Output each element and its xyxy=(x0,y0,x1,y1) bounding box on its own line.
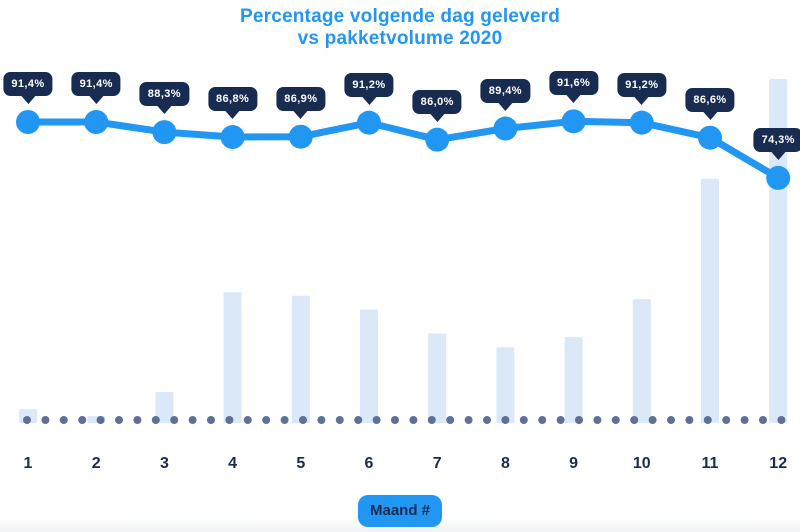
baseline-dot xyxy=(648,416,657,424)
data-label-tooltip: 91,2% xyxy=(617,72,667,97)
baseline-dot xyxy=(207,416,215,424)
line-point xyxy=(493,116,518,141)
baseline-dot xyxy=(391,416,399,424)
x-tick-label: 9 xyxy=(569,455,579,472)
baseline-dot xyxy=(170,416,179,424)
baseline-dot xyxy=(299,416,307,424)
baseline-dot xyxy=(538,416,547,424)
baseline-dot xyxy=(262,416,271,424)
x-tick-label: 12 xyxy=(769,455,788,472)
baseline-dot xyxy=(243,416,252,424)
x-tick-label: 3 xyxy=(159,455,169,472)
data-label-tooltip: 91,2% xyxy=(344,72,394,97)
baseline-dot xyxy=(335,416,344,424)
baseline-dot xyxy=(777,416,786,424)
volume-bar xyxy=(496,347,515,423)
x-tick-label: 2 xyxy=(91,455,101,472)
x-axis-label-badge: Maand # xyxy=(357,495,443,527)
baseline-dot xyxy=(519,416,528,424)
data-label-tooltip: 91,6% xyxy=(548,71,599,96)
percentage-line xyxy=(24,117,782,182)
chart-title: Percentage volgende dag geleverd vs pakk… xyxy=(0,6,800,51)
baseline-dot xyxy=(611,416,620,424)
volume-bar xyxy=(701,178,719,423)
line-point xyxy=(561,109,586,134)
volume-bar xyxy=(360,309,378,423)
baseline-dot xyxy=(354,416,363,424)
x-tick-label: 7 xyxy=(432,455,442,472)
baseline-dot xyxy=(427,416,436,424)
line-point xyxy=(629,110,654,135)
line-point xyxy=(152,120,177,145)
volume-bar xyxy=(291,295,310,423)
volume-bar xyxy=(632,299,651,423)
baseline-dot xyxy=(667,416,675,424)
line-point xyxy=(288,124,313,149)
data-label-tooltip: 91,4% xyxy=(3,72,53,96)
volume-bar xyxy=(155,392,174,423)
data-label-tooltip: 88,3% xyxy=(139,82,189,107)
baseline-dot xyxy=(23,416,31,424)
data-label-tooltip: 89,4% xyxy=(480,78,530,103)
x-tick-label: 5 xyxy=(296,455,306,472)
baseline-dot xyxy=(96,416,105,424)
line-point xyxy=(357,110,381,135)
data-label-tooltip: 86,6% xyxy=(685,87,735,112)
baseline-dot xyxy=(41,416,50,424)
baseline-dot xyxy=(759,416,767,424)
volume-bar xyxy=(769,79,788,423)
baseline-dot xyxy=(556,416,565,424)
baseline-dot xyxy=(317,416,326,424)
data-label-tooltip: 74,3% xyxy=(753,127,800,152)
baseline-dot xyxy=(59,416,68,424)
volume-bar xyxy=(428,333,447,423)
x-tick-label: 8 xyxy=(500,455,510,472)
baseline-dot xyxy=(722,416,731,424)
line-point xyxy=(425,127,450,152)
baseline-dot xyxy=(483,416,491,424)
baseline-dot xyxy=(188,416,197,424)
baseline-dot xyxy=(225,416,234,424)
line-point xyxy=(220,125,245,150)
volume-bar xyxy=(223,292,242,423)
baseline-dot xyxy=(78,416,87,424)
chart-title-line1: Percentage volgende dag geleverd xyxy=(239,6,560,27)
baseline-dot xyxy=(409,416,418,424)
baseline-dot xyxy=(133,416,142,424)
x-tick-label: 11 xyxy=(701,455,719,472)
baseline-dot xyxy=(703,416,712,424)
x-tick-label: 4 xyxy=(228,455,238,472)
x-tick-label: 1 xyxy=(23,455,33,472)
baseline-dot xyxy=(575,416,583,424)
chart-title-line2: vs pakketvolume 2020 xyxy=(297,28,503,50)
data-label-tooltip: 91,4% xyxy=(71,72,121,96)
data-label-tooltip: 86,9% xyxy=(276,86,326,111)
baseline-dot xyxy=(115,416,123,424)
x-tick-label: 10 xyxy=(632,455,651,472)
line-point xyxy=(698,125,722,150)
x-tick-label: 6 xyxy=(364,455,374,472)
baseline-dot xyxy=(372,416,381,424)
baseline-dot xyxy=(280,416,289,424)
line-point xyxy=(84,110,109,134)
baseline-dot xyxy=(685,416,694,424)
line-point xyxy=(766,165,791,190)
line-point xyxy=(16,110,40,134)
baseline-dot xyxy=(740,416,749,424)
baseline-dot xyxy=(501,416,510,424)
data-label-tooltip: 86,8% xyxy=(207,87,258,112)
baseline-dot xyxy=(151,416,160,424)
data-label-tooltip: 86,0% xyxy=(412,89,462,114)
baseline-dot xyxy=(593,416,602,424)
baseline-dot xyxy=(464,416,473,424)
baseline-dot xyxy=(630,416,639,424)
baseline-dot xyxy=(446,416,455,424)
volume-bar xyxy=(564,337,583,423)
